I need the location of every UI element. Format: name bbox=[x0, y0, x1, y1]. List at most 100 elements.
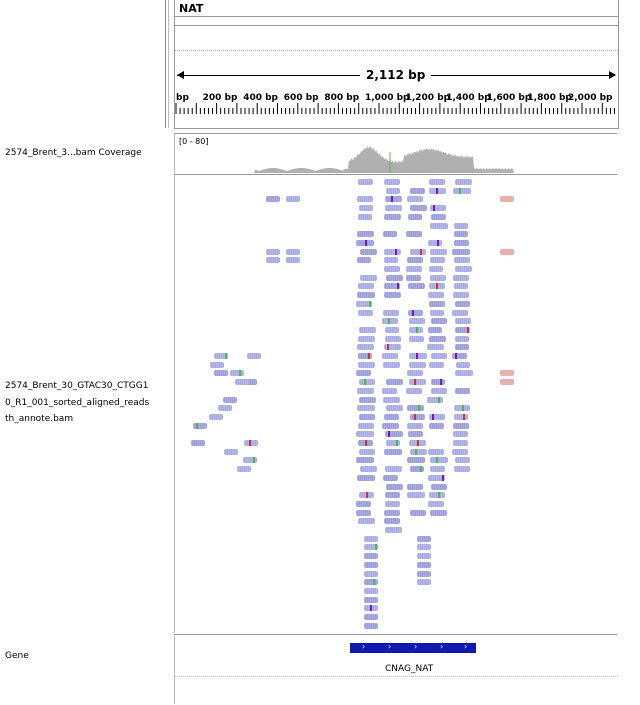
read[interactable] bbox=[455, 361, 471, 368]
read[interactable] bbox=[356, 300, 373, 307]
read[interactable] bbox=[429, 205, 446, 212]
read[interactable] bbox=[356, 370, 371, 377]
read[interactable] bbox=[356, 474, 375, 481]
read[interactable] bbox=[358, 440, 373, 446]
read[interactable] bbox=[454, 405, 470, 412]
read[interactable] bbox=[406, 274, 422, 281]
read[interactable] bbox=[364, 553, 378, 560]
read[interactable] bbox=[417, 579, 431, 586]
gene-track[interactable]: › › › › › CNAG_NAT bbox=[174, 636, 618, 704]
read[interactable] bbox=[452, 431, 469, 438]
read-discordant[interactable] bbox=[500, 196, 514, 203]
read[interactable] bbox=[357, 213, 373, 220]
read[interactable] bbox=[409, 205, 428, 212]
read[interactable] bbox=[383, 248, 401, 255]
read[interactable] bbox=[356, 387, 374, 394]
read[interactable] bbox=[406, 231, 422, 238]
read[interactable] bbox=[409, 335, 424, 342]
read[interactable] bbox=[286, 257, 300, 264]
read[interactable] bbox=[383, 213, 402, 220]
read[interactable] bbox=[384, 448, 403, 455]
read[interactable] bbox=[359, 466, 377, 473]
read[interactable] bbox=[430, 353, 448, 359]
read[interactable] bbox=[429, 361, 444, 368]
read[interactable] bbox=[430, 318, 448, 325]
read[interactable] bbox=[417, 570, 431, 577]
read[interactable] bbox=[429, 422, 445, 429]
read[interactable] bbox=[453, 422, 469, 429]
read[interactable] bbox=[409, 326, 424, 333]
read[interactable] bbox=[409, 448, 427, 455]
read[interactable] bbox=[417, 535, 431, 542]
read[interactable] bbox=[452, 292, 470, 299]
read[interactable] bbox=[243, 440, 258, 446]
read[interactable] bbox=[406, 387, 422, 394]
read[interactable] bbox=[364, 579, 378, 586]
read[interactable] bbox=[358, 283, 374, 290]
read[interactable] bbox=[359, 326, 376, 333]
read[interactable] bbox=[359, 413, 375, 420]
read[interactable] bbox=[452, 440, 468, 446]
read[interactable] bbox=[385, 483, 403, 490]
read[interactable] bbox=[429, 187, 446, 194]
read[interactable] bbox=[429, 283, 446, 290]
read[interactable] bbox=[409, 440, 426, 446]
read[interactable] bbox=[429, 257, 446, 264]
read[interactable] bbox=[454, 466, 471, 473]
read[interactable] bbox=[357, 405, 375, 412]
read[interactable] bbox=[358, 396, 377, 403]
read[interactable] bbox=[455, 370, 474, 377]
read[interactable] bbox=[357, 292, 376, 299]
read[interactable] bbox=[222, 396, 237, 403]
read[interactable] bbox=[429, 466, 445, 473]
read[interactable] bbox=[406, 457, 425, 464]
read[interactable] bbox=[359, 492, 374, 499]
read[interactable] bbox=[385, 440, 401, 446]
read[interactable] bbox=[429, 179, 445, 185]
read[interactable] bbox=[384, 509, 401, 516]
coverage-track-name[interactable]: 2574_Brent_3...bam Coverage bbox=[5, 148, 142, 158]
read[interactable] bbox=[453, 222, 469, 229]
read[interactable] bbox=[385, 274, 403, 281]
read[interactable] bbox=[407, 370, 424, 377]
read[interactable] bbox=[454, 326, 471, 333]
read[interactable] bbox=[409, 379, 427, 386]
read[interactable] bbox=[383, 361, 401, 368]
read[interactable] bbox=[382, 318, 399, 325]
read[interactable] bbox=[385, 405, 403, 412]
read[interactable] bbox=[247, 353, 262, 359]
read[interactable] bbox=[406, 422, 424, 429]
read[interactable] bbox=[385, 205, 403, 212]
read[interactable] bbox=[408, 353, 427, 359]
read[interactable] bbox=[430, 483, 448, 490]
read[interactable] bbox=[406, 492, 425, 499]
read[interactable] bbox=[385, 196, 402, 203]
read[interactable] bbox=[408, 431, 423, 438]
read[interactable] bbox=[409, 248, 426, 255]
locus-box[interactable] bbox=[175, 16, 618, 26]
read[interactable] bbox=[208, 413, 223, 420]
read[interactable] bbox=[210, 361, 225, 368]
read[interactable] bbox=[407, 213, 423, 220]
read[interactable] bbox=[364, 544, 378, 551]
read[interactable] bbox=[409, 361, 427, 368]
read[interactable] bbox=[428, 326, 443, 333]
read[interactable] bbox=[243, 457, 258, 464]
read[interactable] bbox=[417, 544, 431, 551]
read[interactable] bbox=[452, 448, 468, 455]
alignment-reads-area[interactable] bbox=[174, 176, 617, 632]
read[interactable] bbox=[383, 518, 400, 525]
read[interactable] bbox=[223, 448, 238, 455]
read[interactable] bbox=[384, 283, 401, 290]
read[interactable] bbox=[356, 509, 371, 516]
read[interactable] bbox=[358, 205, 374, 212]
read[interactable] bbox=[364, 614, 378, 620]
read-discordant[interactable] bbox=[500, 379, 514, 386]
read[interactable] bbox=[429, 309, 444, 316]
read[interactable] bbox=[364, 596, 378, 603]
read[interactable] bbox=[266, 196, 280, 203]
read[interactable] bbox=[242, 379, 257, 386]
read[interactable] bbox=[407, 283, 425, 290]
read[interactable] bbox=[406, 266, 423, 272]
read[interactable] bbox=[382, 396, 401, 403]
